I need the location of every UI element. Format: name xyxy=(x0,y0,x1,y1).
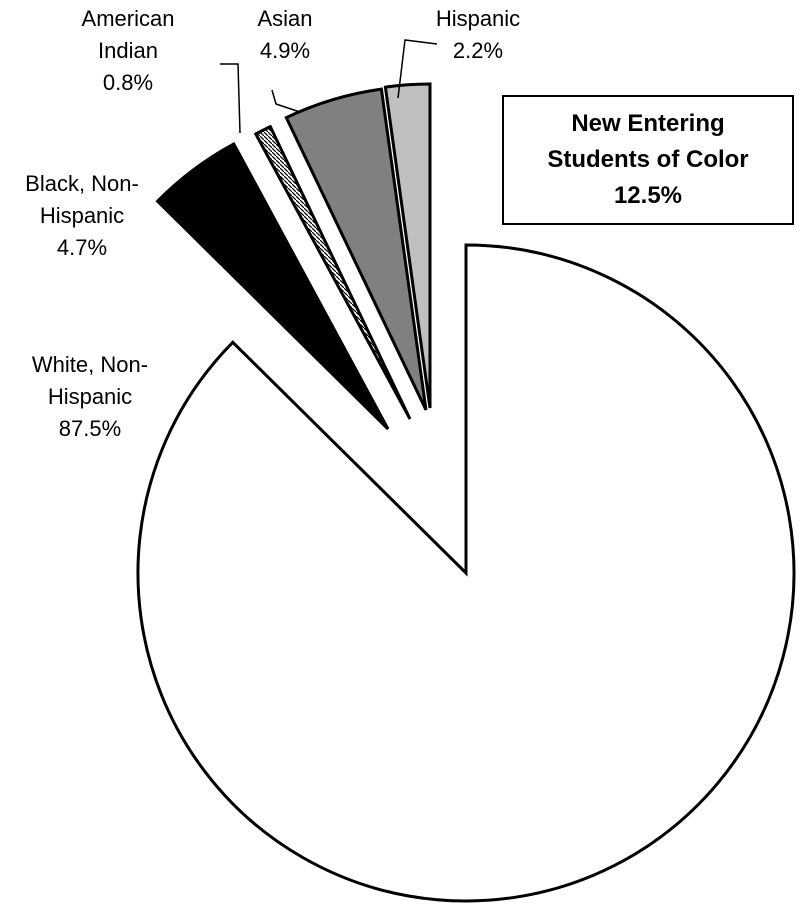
slice-label-black: Black, Non-Hispanic 4.7% xyxy=(25,171,139,260)
pie-slice-black xyxy=(155,141,390,431)
pie-slice-white xyxy=(136,243,796,903)
callout-text: New Entering Students of Color 12.5% xyxy=(547,110,749,209)
pie-slice-asian xyxy=(284,87,428,411)
leader-line xyxy=(397,39,438,99)
leader-line xyxy=(271,89,301,113)
slice-label-asian: Asian 4.9% xyxy=(257,6,312,63)
slice-label-american: American Indian 0.8% xyxy=(82,6,175,95)
pie-slice-american xyxy=(253,124,412,420)
pie-slice-hispanic xyxy=(383,82,432,409)
students-of-color-callout: New Entering Students of Color 12.5% xyxy=(502,95,794,225)
slice-label-hispanic: Hispanic 2.2% xyxy=(436,6,520,63)
leader-line xyxy=(220,63,241,134)
slice-label-white: White, Non-Hispanic 87.5% xyxy=(32,352,148,441)
